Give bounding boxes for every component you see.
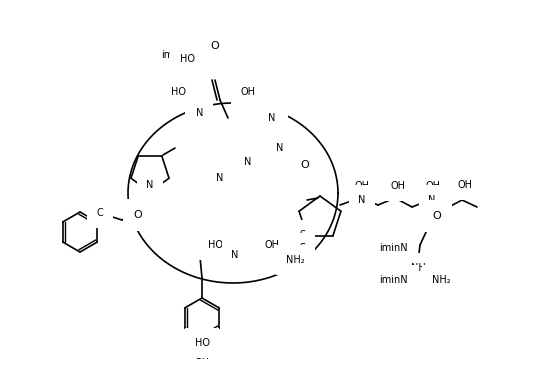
Text: iminN: iminN xyxy=(379,243,408,253)
Text: iminN: iminN xyxy=(169,62,198,72)
Text: N: N xyxy=(271,110,279,120)
Text: N: N xyxy=(244,157,252,167)
Text: HO: HO xyxy=(190,49,205,59)
Text: iminN: iminN xyxy=(161,50,190,60)
Text: OH: OH xyxy=(265,240,279,250)
Text: HO: HO xyxy=(170,87,185,97)
Text: O: O xyxy=(211,41,219,51)
Text: N: N xyxy=(428,195,436,205)
Text: N: N xyxy=(196,108,204,118)
Text: OH: OH xyxy=(240,83,256,93)
Text: HO: HO xyxy=(168,83,183,93)
Text: N: N xyxy=(146,180,153,190)
Text: S: S xyxy=(299,230,305,240)
Text: OH: OH xyxy=(195,351,210,361)
Text: O: O xyxy=(301,160,310,170)
Text: O: O xyxy=(433,211,442,221)
Text: OH: OH xyxy=(426,181,441,191)
Text: N: N xyxy=(216,173,224,183)
Text: N: N xyxy=(194,105,202,115)
Text: iminN: iminN xyxy=(379,275,408,285)
Text: O: O xyxy=(134,210,142,220)
Text: HO: HO xyxy=(207,240,223,250)
Text: N: N xyxy=(268,113,276,123)
Text: N: N xyxy=(276,143,284,153)
Text: NH₂: NH₂ xyxy=(432,275,450,285)
Text: OH: OH xyxy=(211,43,226,53)
Text: OH: OH xyxy=(458,180,472,190)
Text: C: C xyxy=(97,208,103,218)
Text: HO: HO xyxy=(195,338,210,348)
Text: HO: HO xyxy=(180,54,195,64)
Text: N: N xyxy=(232,250,239,260)
Text: OH: OH xyxy=(355,181,370,191)
Text: NH₂: NH₂ xyxy=(285,255,304,265)
Text: OH: OH xyxy=(390,181,405,191)
Text: O: O xyxy=(213,37,222,47)
Text: OH: OH xyxy=(240,87,256,97)
Text: NH: NH xyxy=(411,263,425,273)
Text: S: S xyxy=(299,243,305,253)
Text: N: N xyxy=(358,195,366,205)
